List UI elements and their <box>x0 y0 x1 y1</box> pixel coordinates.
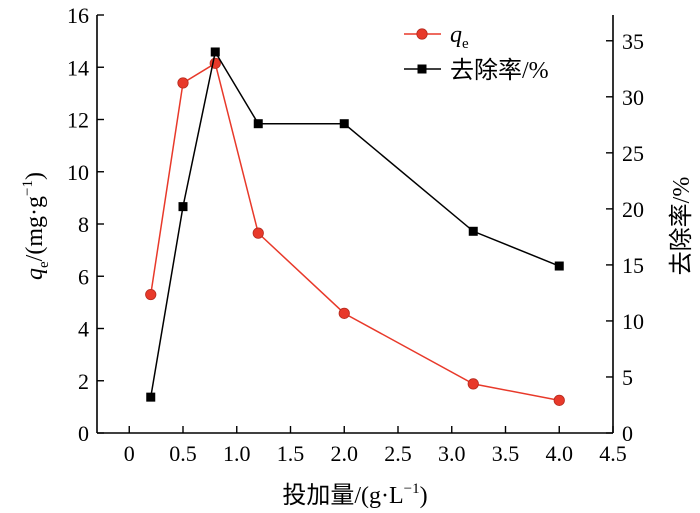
left-y-axis-title: qe/(mg·g−1) <box>20 172 52 280</box>
series-layer <box>145 47 565 406</box>
right-y-tick-label: 25 <box>622 141 644 166</box>
left-y-tick-label: 0 <box>78 421 89 446</box>
series-line-removal <box>150 49 560 398</box>
right-y-tick-label: 35 <box>622 29 644 54</box>
legend-label-qe: qe <box>450 22 469 52</box>
right-y-ticks: 0 5 10 15 20 25 30 35 <box>606 29 644 446</box>
data-point-removal <box>210 47 220 57</box>
data-point-qe <box>467 378 479 390</box>
legend: qe 去除率/% <box>404 22 549 84</box>
right-y-tick-label: 30 <box>622 85 644 110</box>
left-y-tick-label: 12 <box>67 108 89 133</box>
x-ticks: 0 0.5 1.0 1.5 2.0 2.5 3.0 3.5 4.0 4.5 <box>124 426 627 466</box>
left-y-tick-label: 8 <box>78 212 89 237</box>
x-tick-label: 0.5 <box>169 441 197 466</box>
x-tick-label: 3.5 <box>492 441 520 466</box>
data-point-qe <box>553 394 565 406</box>
x-tick-label: 3.0 <box>438 441 466 466</box>
left-y-tick-label: 4 <box>78 317 89 342</box>
data-point-removal <box>146 392 156 402</box>
left-y-tick-label: 10 <box>67 160 89 185</box>
data-point-removal <box>339 119 349 129</box>
legend-label-removal: 去除率/% <box>450 57 549 84</box>
left-y-tick-label: 2 <box>78 369 89 394</box>
data-point-removal <box>554 261 564 271</box>
data-point-qe <box>145 288 157 301</box>
legend-marker-qe <box>416 28 428 40</box>
x-tick-label: 2.0 <box>331 441 359 466</box>
right-y-tick-label: 15 <box>622 253 644 278</box>
x-tick-label: 4.0 <box>546 441 574 466</box>
x-tick-label: 2.5 <box>384 441 412 466</box>
x-tick-label: 1.0 <box>223 441 251 466</box>
data-point-qe <box>338 307 350 319</box>
right-y-tick-label: 5 <box>622 365 633 390</box>
series-line-qe <box>150 62 560 402</box>
left-y-tick-label: 14 <box>67 55 89 80</box>
data-point-removal <box>253 119 263 129</box>
left-y-tick-label: 16 <box>67 3 89 28</box>
right-y-tick-label: 10 <box>622 309 644 334</box>
x-tick-label: 4.5 <box>599 441 627 466</box>
left-y-ticks: 0 2 4 6 8 10 12 14 16 <box>67 3 104 446</box>
left-y-tick-label: 6 <box>78 264 89 289</box>
right-y-tick-label: 20 <box>622 197 644 222</box>
data-point-removal <box>468 226 478 236</box>
data-point-removal <box>178 202 188 212</box>
data-point-qe <box>252 227 264 239</box>
legend-marker-removal <box>417 64 427 74</box>
data-point-qe <box>177 77 189 89</box>
x-axis-title: 投加量/(g·L−1) <box>282 481 427 509</box>
x-tick-label: 0 <box>124 441 135 466</box>
right-y-axis-title: 去除率/% <box>668 177 695 276</box>
x-tick-label: 1.5 <box>277 441 305 466</box>
right-y-tick-label: 0 <box>622 421 633 446</box>
